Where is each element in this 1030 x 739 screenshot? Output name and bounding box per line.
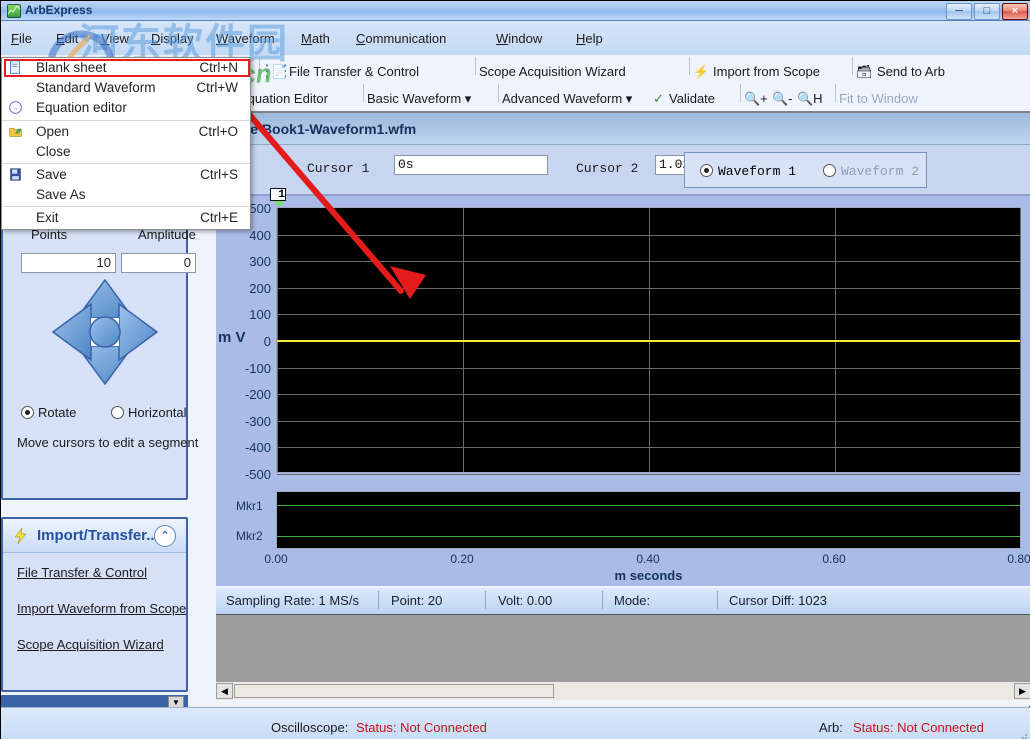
svg-text:↔: ↔ — [12, 105, 19, 112]
